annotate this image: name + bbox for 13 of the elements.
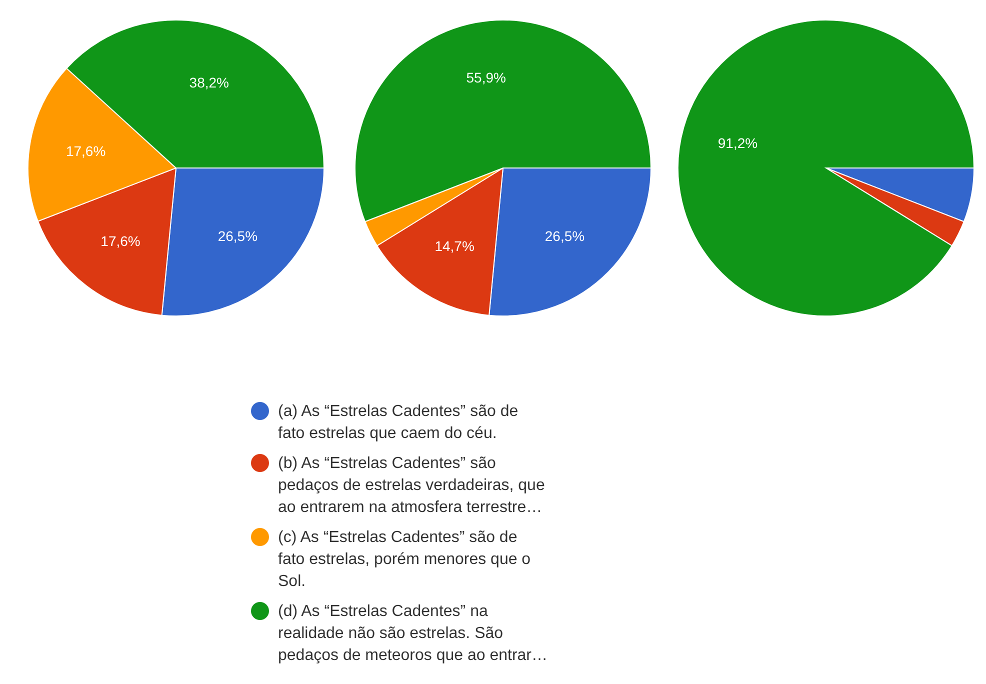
data-label: 17,6% — [66, 142, 106, 159]
data-label: 14,7% — [434, 238, 474, 254]
legend-label: (a) As “Estrelas Cadentes” são de fato estrelas que caem do céu. — [278, 403, 518, 442]
legend-label: (c) As “Estrelas Cadentes” são de fato estrelas, porém menores que o Sol. — [278, 529, 531, 590]
data-label: 26,5% — [544, 228, 585, 244]
pie-slice — [678, 20, 974, 316]
legend-label: (b) As “Estrelas Cadentes” são pedaços de estrelas verdadeiras, que ao entrarem na atmosfera terrestre… — [278, 455, 545, 516]
data-label: 91,2% — [718, 134, 758, 151]
data-label: 55,9% — [466, 70, 506, 86]
legend-label: (d) As “Estrelas Cadentes” na realidade não são estrelas. São pedaços de meteoros que ao entrar… — [278, 603, 548, 664]
data-label: 38,2% — [189, 74, 229, 90]
data-label: 26,5% — [218, 228, 258, 244]
data-label: 17,6% — [100, 232, 140, 249]
